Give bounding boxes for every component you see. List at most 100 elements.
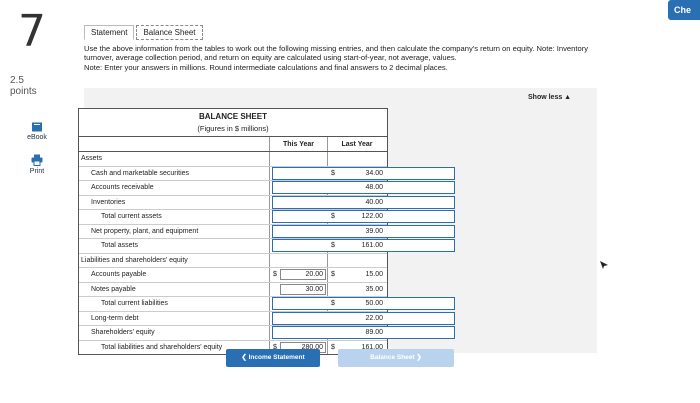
this-year-input[interactable] xyxy=(272,195,455,209)
this-year-value: 20.00 xyxy=(280,269,326,281)
last-year-cell: $50.00 xyxy=(328,297,386,311)
last-year-cell: 35.00 xyxy=(328,283,386,297)
last-year-value: 34.00 xyxy=(365,169,383,177)
prev-label: Income Statement xyxy=(248,354,305,361)
last-year-cell: $34.00 xyxy=(328,167,386,181)
currency-sign: $ xyxy=(273,271,277,279)
last-year-cell: $122.00 xyxy=(328,210,386,224)
this-year-cell xyxy=(270,224,455,238)
this-year-cell xyxy=(270,166,455,180)
this-year-cell xyxy=(270,152,328,166)
last-year-cell: 40.00 xyxy=(328,196,386,210)
chevron-left-icon: ❮ xyxy=(241,354,249,361)
this-year-input[interactable] xyxy=(272,181,455,195)
balance-sheet-header: BALANCE SHEET (Figures in $ millions) xyxy=(79,109,387,137)
this-year-cell xyxy=(270,239,455,253)
table-row: Cash and marketable securities $34.00 xyxy=(79,166,455,181)
table-row: Liabilities and shareholders' equity xyxy=(79,253,387,268)
last-year-value: 161.00 xyxy=(361,242,383,250)
tab-bar: Statement Balance Sheet xyxy=(84,22,205,40)
print-label: Print xyxy=(29,168,45,175)
next-balance-sheet-button[interactable]: Balance Sheet ❯ xyxy=(338,349,454,367)
row-label: Total current liabilities xyxy=(79,297,270,311)
currency-sign: $ xyxy=(331,242,335,250)
this-year-input[interactable] xyxy=(272,326,455,340)
check-button[interactable]: Che xyxy=(668,0,700,20)
question-points: 2.5 points xyxy=(10,75,37,97)
last-year-cell: 22.00 xyxy=(328,312,386,326)
table-row: Shareholders' equity 89.00 xyxy=(79,326,455,341)
table-row: Notes payable 30.00 35.00 xyxy=(79,282,387,297)
currency-sign: $ xyxy=(273,343,277,351)
row-label: Notes payable xyxy=(79,282,270,296)
table-row: Accounts receivable 48.00 xyxy=(79,181,455,196)
table-row: Inventories 40.00 xyxy=(79,195,455,210)
row-label: Cash and marketable securities xyxy=(79,166,270,180)
this-year-cell: 30.00 xyxy=(270,282,328,296)
currency-sign: $ xyxy=(331,213,335,221)
last-year-value: 39.00 xyxy=(365,227,383,235)
row-label: Net property, plant, and equipment xyxy=(79,224,270,238)
prev-income-statement-button[interactable]: ❮ Income Statement xyxy=(226,349,320,367)
row-label: Accounts receivable xyxy=(79,181,270,195)
this-year-input[interactable] xyxy=(272,239,455,253)
this-year-input[interactable] xyxy=(272,166,455,180)
balance-sheet-title: BALANCE SHEET xyxy=(198,112,267,121)
last-year-cell xyxy=(328,152,386,166)
question-number: 7 xyxy=(18,6,46,57)
row-label: Total assets xyxy=(79,239,270,253)
chevron-right-icon: ❯ xyxy=(414,354,422,361)
points-label: points xyxy=(10,86,37,97)
col-last-year: Last Year xyxy=(341,140,373,148)
instructions: Use the above information from the table… xyxy=(84,44,590,72)
last-year-value: 15.00 xyxy=(365,271,383,279)
col-this-year: This Year xyxy=(270,137,328,151)
currency-sign: $ xyxy=(331,169,335,177)
ebook-button[interactable]: eBook xyxy=(20,122,54,141)
tab-statement[interactable]: Statement xyxy=(84,25,135,40)
show-less-link[interactable]: Show less ▲ xyxy=(528,94,572,101)
this-year-input[interactable] xyxy=(272,311,455,325)
last-year-value: 35.00 xyxy=(365,285,383,293)
tab-balance-sheet[interactable]: Balance Sheet xyxy=(136,25,203,40)
currency-sign: $ xyxy=(331,343,335,351)
table-row: Total current liabilities $50.00 xyxy=(79,297,455,312)
row-label: Shareholders' equity xyxy=(79,326,270,340)
this-year-value: 30.00 xyxy=(280,283,326,295)
column-header-row: This Year Last Year xyxy=(79,137,387,152)
last-year-value: 89.00 xyxy=(365,329,383,337)
this-year-cell xyxy=(270,210,455,224)
last-year-value: 161.00 xyxy=(361,343,383,351)
row-label: Total current assets xyxy=(79,210,270,224)
balance-sheet-table: BALANCE SHEET (Figures in $ millions) Th… xyxy=(78,108,455,355)
this-year-input[interactable] xyxy=(272,210,455,224)
this-year-cell: $20.00 xyxy=(270,268,328,282)
this-year-cell xyxy=(270,253,328,267)
points-value: 2.5 xyxy=(10,75,24,86)
row-label: Assets xyxy=(79,152,270,166)
last-year-cell: 89.00 xyxy=(328,326,386,340)
ebook-label: eBook xyxy=(27,134,47,141)
table-row: Assets xyxy=(79,152,387,167)
row-label: Total liabilities and shareholders' equi… xyxy=(79,340,270,354)
this-year-input[interactable] xyxy=(272,224,455,238)
row-label: Liabilities and shareholders' equity xyxy=(79,253,270,267)
table-row: Long-term debt 22.00 xyxy=(79,311,455,326)
print-button[interactable]: Print xyxy=(20,154,54,175)
next-label: Balance Sheet xyxy=(370,354,415,361)
instructions-note: Note: Enter your answers in millions. Ro… xyxy=(84,63,448,72)
instructions-text: Use the above information from the table… xyxy=(84,44,589,62)
this-year-input[interactable] xyxy=(272,297,455,311)
table-row: Total current assets $122.00 xyxy=(79,210,455,225)
last-year-value: 48.00 xyxy=(365,184,383,192)
book-icon xyxy=(32,122,42,132)
last-year-value: 22.00 xyxy=(365,314,383,322)
this-year-cell xyxy=(270,195,455,209)
last-year-value: 122.00 xyxy=(361,213,383,221)
balance-sheet-rows: Assets Cash and marketable securities $34.… xyxy=(79,152,455,354)
last-year-cell: 39.00 xyxy=(328,225,386,239)
this-year-cell xyxy=(270,297,455,311)
mouse-pointer-icon xyxy=(600,261,608,269)
row-label: Accounts payable xyxy=(79,268,270,282)
this-year-cell xyxy=(270,326,455,340)
